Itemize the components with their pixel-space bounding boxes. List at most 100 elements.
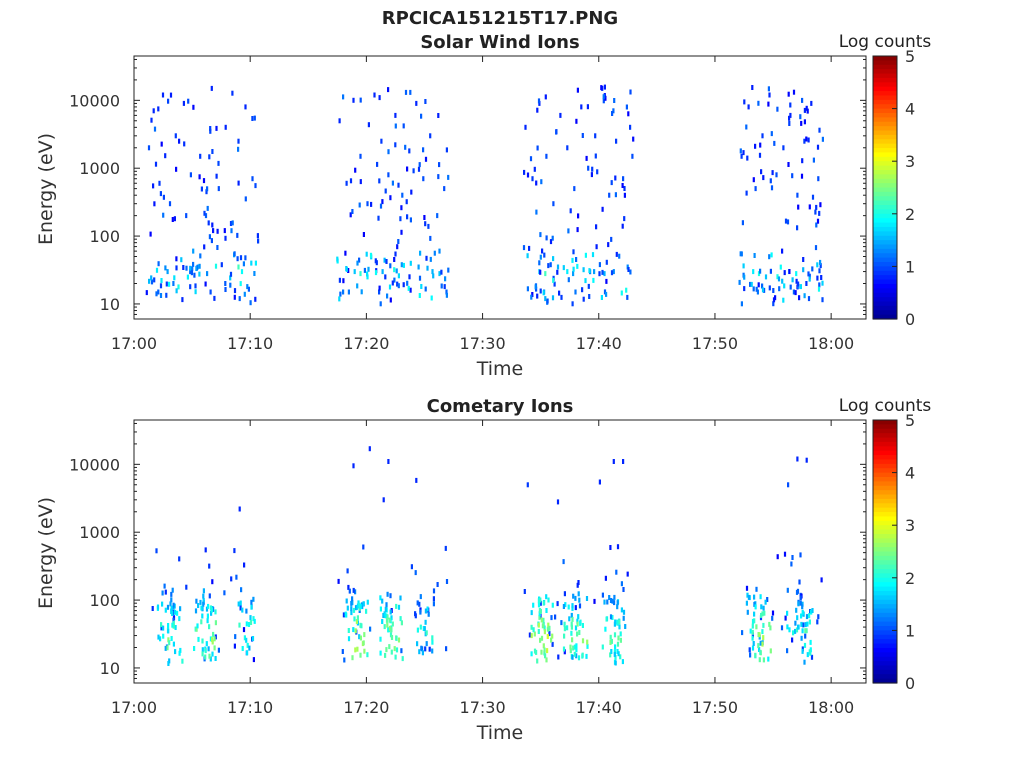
data-cell bbox=[347, 636, 351, 642]
data-cell bbox=[745, 585, 749, 591]
data-cell bbox=[621, 183, 624, 188]
data-cell bbox=[566, 625, 569, 631]
data-cell bbox=[175, 265, 178, 271]
data-cell bbox=[338, 118, 341, 124]
data-cell bbox=[585, 596, 589, 601]
data-cell bbox=[762, 622, 765, 628]
data-cell bbox=[797, 601, 800, 607]
data-cell bbox=[249, 615, 252, 621]
data-cell bbox=[161, 590, 164, 596]
data-cell bbox=[239, 255, 243, 261]
data-cell bbox=[770, 252, 773, 258]
colorbar-segment bbox=[873, 248, 897, 254]
data-cell bbox=[594, 153, 597, 159]
colorbar-segment bbox=[873, 305, 897, 311]
data-cell bbox=[229, 221, 233, 226]
data-cell bbox=[345, 180, 348, 186]
data-cell bbox=[167, 623, 170, 628]
data-cell bbox=[210, 610, 213, 616]
data-cell bbox=[432, 596, 435, 602]
data-cell bbox=[758, 152, 762, 158]
data-cell bbox=[539, 608, 542, 614]
colorbar-segment bbox=[873, 485, 897, 491]
data-cell bbox=[775, 172, 778, 178]
data-cell bbox=[611, 615, 614, 620]
data-cell bbox=[547, 597, 550, 603]
data-cell bbox=[354, 647, 357, 653]
data-cell bbox=[556, 601, 559, 607]
data-cell bbox=[544, 271, 547, 277]
data-cell bbox=[526, 253, 529, 259]
colorbar-segment bbox=[873, 218, 897, 224]
data-cell bbox=[394, 251, 397, 257]
data-cell bbox=[205, 641, 208, 647]
data-cell bbox=[546, 634, 549, 639]
colorbar-segment bbox=[873, 498, 897, 504]
colorbar-segment bbox=[873, 463, 897, 469]
colorbar-segment bbox=[873, 555, 897, 561]
data-cell bbox=[385, 259, 388, 264]
data-cell bbox=[603, 271, 606, 277]
data-cell bbox=[436, 582, 439, 587]
colorbar-segment bbox=[873, 161, 897, 167]
data-cell bbox=[603, 93, 606, 98]
data-cell bbox=[745, 600, 748, 606]
data-cell bbox=[619, 631, 622, 637]
x-tick-label: 18:00 bbox=[808, 334, 854, 353]
data-cell bbox=[170, 636, 173, 641]
data-cell bbox=[752, 286, 755, 292]
data-cell bbox=[212, 228, 215, 234]
data-cell bbox=[763, 610, 766, 616]
colorbar-segment bbox=[873, 148, 897, 154]
data-cell bbox=[386, 293, 389, 299]
colorbar-segment bbox=[873, 503, 897, 509]
data-cell bbox=[381, 619, 384, 624]
data-cell bbox=[150, 117, 153, 123]
data-cell bbox=[777, 276, 781, 282]
data-cell bbox=[389, 195, 392, 201]
data-cell bbox=[786, 610, 789, 616]
data-cell bbox=[208, 653, 211, 659]
data-cell bbox=[808, 204, 811, 210]
data-cell bbox=[171, 587, 174, 593]
data-cell bbox=[404, 144, 407, 150]
data-cell bbox=[421, 650, 424, 656]
data-cell bbox=[177, 284, 180, 290]
data-cell bbox=[214, 656, 217, 661]
data-cell bbox=[760, 612, 763, 618]
data-cell bbox=[224, 124, 227, 130]
data-cell bbox=[359, 179, 362, 185]
data-cell bbox=[738, 279, 741, 285]
data-cell bbox=[208, 593, 211, 599]
x-tick-label: 18:00 bbox=[808, 698, 854, 717]
data-cell bbox=[609, 652, 612, 658]
colorbar-segment bbox=[873, 542, 897, 548]
data-cell bbox=[217, 647, 220, 653]
data-cell bbox=[530, 624, 533, 630]
data-cell bbox=[814, 209, 817, 215]
colorbar-segment bbox=[873, 200, 897, 206]
data-cell bbox=[223, 590, 226, 596]
data-cell bbox=[799, 114, 802, 120]
data-cell bbox=[538, 611, 541, 617]
data-cell bbox=[600, 295, 603, 300]
data-cell bbox=[614, 192, 617, 198]
data-cell bbox=[337, 578, 340, 584]
data-cell bbox=[355, 604, 358, 610]
data-cell bbox=[153, 277, 156, 283]
data-cell bbox=[595, 224, 598, 230]
colorbar-segment bbox=[873, 191, 897, 197]
data-cell bbox=[166, 269, 169, 275]
data-cell bbox=[804, 633, 807, 639]
data-cell bbox=[252, 616, 255, 622]
data-cell bbox=[342, 612, 345, 618]
data-cell bbox=[761, 133, 764, 139]
data-cell bbox=[788, 627, 791, 633]
data-cell bbox=[370, 201, 373, 207]
data-cell bbox=[242, 627, 246, 633]
data-cell bbox=[560, 620, 563, 626]
data-cell bbox=[608, 192, 611, 198]
data-cell bbox=[229, 275, 232, 281]
data-cell bbox=[353, 616, 356, 622]
data-cell bbox=[244, 255, 247, 261]
